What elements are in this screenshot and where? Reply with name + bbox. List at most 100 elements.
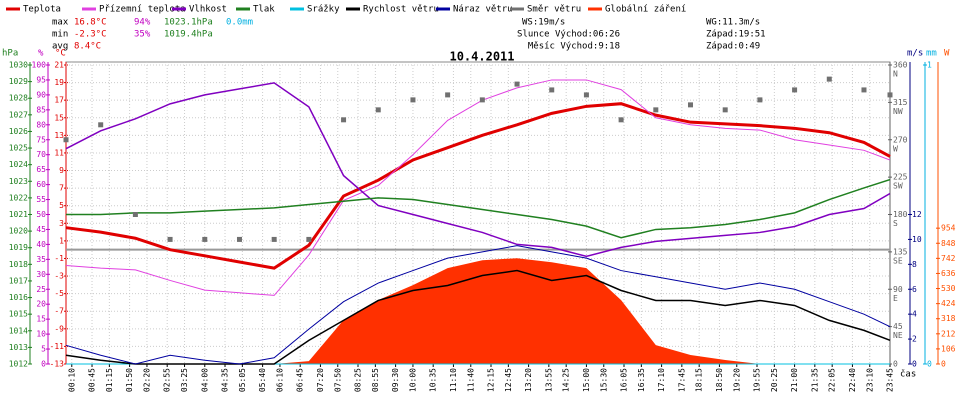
wind-direction-point bbox=[132, 212, 138, 217]
y-tick-label: 1 bbox=[59, 236, 64, 245]
y-tick-label: 80 bbox=[36, 120, 46, 129]
stat-name: avg bbox=[52, 42, 68, 52]
y-tick-label: 40 bbox=[36, 240, 46, 249]
x-tick-label: 02:20 bbox=[142, 368, 151, 392]
legend-label: Tlak bbox=[253, 5, 275, 15]
legend-label: Globální záření bbox=[605, 5, 686, 15]
y-tick-label: 1027 bbox=[9, 110, 28, 119]
x-tick-label: 17:10 bbox=[657, 368, 666, 392]
y-tick-label: 90 bbox=[36, 90, 46, 99]
y-tick-label: 636 bbox=[941, 269, 956, 278]
y-tick-label: 90 bbox=[893, 285, 903, 294]
legend-label: Přízemní teplota bbox=[99, 5, 186, 15]
wind-direction-point bbox=[236, 236, 242, 242]
compass-label: NE bbox=[893, 331, 903, 340]
x-tick-label: 10:00 bbox=[408, 368, 417, 392]
y-tick-label: -13 bbox=[50, 360, 65, 369]
y-tick-label: 1030 bbox=[9, 61, 28, 70]
y-axis-unit: W bbox=[944, 49, 950, 59]
legend-label: Srážky bbox=[307, 5, 340, 15]
y-tick-label: 1 bbox=[927, 61, 932, 70]
wind-direction-point bbox=[98, 122, 104, 128]
y-tick-label: 21 bbox=[54, 61, 64, 70]
stat-name: min bbox=[52, 30, 68, 40]
x-tick-label: 12:15 bbox=[487, 368, 496, 392]
chart-title: 10.4.2011 bbox=[449, 50, 514, 64]
y-tick-label: 7 bbox=[59, 184, 64, 193]
y-tick-label: 45 bbox=[36, 225, 46, 234]
x-tick-label: 12:45 bbox=[504, 368, 513, 392]
y-tick-label: 1024 bbox=[9, 160, 28, 169]
wind-direction-point bbox=[688, 102, 694, 108]
y-tick-label: 65 bbox=[36, 165, 46, 174]
x-tick-label: 04:35 bbox=[221, 368, 230, 392]
stat-pressure: 1023.1hPa bbox=[164, 18, 213, 28]
x-tick-label: 16:35 bbox=[637, 368, 646, 392]
x-tick-label: 11:40 bbox=[466, 368, 475, 392]
y-tick-label: 360 bbox=[893, 61, 908, 70]
compass-label: E bbox=[893, 294, 898, 303]
y-tick-label: 35 bbox=[36, 255, 46, 264]
y-tick-label: 8 bbox=[912, 260, 917, 269]
y-tick-label: 13 bbox=[54, 131, 64, 140]
legend-label: Rychlost větru bbox=[363, 5, 439, 15]
x-tick-label: 08:55 bbox=[371, 368, 380, 392]
wind-direction-point bbox=[549, 87, 555, 93]
y-axis-unit: hPa bbox=[2, 49, 18, 59]
info-ws: WS:19m/s bbox=[522, 18, 565, 28]
y-tick-label: -7 bbox=[54, 307, 64, 316]
y-tick-label: 212 bbox=[941, 329, 956, 338]
y-tick-label: 135 bbox=[893, 247, 908, 256]
x-tick-label: 04:00 bbox=[200, 368, 209, 392]
y-tick-label: 85 bbox=[36, 105, 46, 114]
y-tick-label: 180 bbox=[893, 210, 908, 219]
y-tick-label: 1023 bbox=[9, 177, 28, 186]
info-wg: WG:11.3m/s bbox=[706, 18, 760, 28]
x-tick-label: 14:25 bbox=[562, 368, 571, 392]
legend-label: Vlhkost bbox=[189, 5, 227, 15]
y-tick-label: 20 bbox=[36, 300, 46, 309]
x-tick-label: 13:55 bbox=[544, 368, 553, 392]
x-tick-label: 16:05 bbox=[620, 368, 629, 392]
wind-direction-point bbox=[826, 76, 832, 82]
y-tick-label: 1014 bbox=[9, 326, 28, 335]
compass-label: S bbox=[893, 219, 898, 228]
y-tick-label: 0 bbox=[41, 360, 46, 369]
y-tick-label: 10 bbox=[912, 235, 922, 244]
x-tick-label: 22:40 bbox=[848, 368, 857, 392]
radiation-area bbox=[66, 258, 890, 364]
y-tick-label: -11 bbox=[50, 342, 65, 351]
compass-label: NW bbox=[893, 107, 903, 116]
x-tick-label: 02:55 bbox=[163, 368, 172, 392]
wind-direction-point bbox=[479, 97, 485, 103]
info-moon-set: Západ:0:49 bbox=[706, 42, 760, 52]
y-tick-label: 1029 bbox=[9, 77, 28, 86]
y-tick-label: 1012 bbox=[9, 360, 28, 369]
y-tick-label: 848 bbox=[941, 239, 956, 248]
wind-direction-point bbox=[792, 87, 798, 93]
y-tick-label: 50 bbox=[36, 210, 46, 219]
wind-direction-point bbox=[653, 107, 659, 113]
y-tick-label: 0 bbox=[941, 360, 946, 369]
y-tick-label: 315 bbox=[893, 98, 908, 107]
wind-direction-point bbox=[618, 117, 624, 123]
compass-label: N bbox=[893, 70, 898, 79]
x-tick-label: 00:45 bbox=[88, 368, 97, 392]
compass-label: SW bbox=[893, 182, 903, 191]
x-axis-label: čas bbox=[900, 369, 916, 380]
y-tick-label: 318 bbox=[941, 314, 956, 323]
y-tick-label: 11 bbox=[54, 148, 64, 157]
stat-humidity: 94% bbox=[134, 18, 151, 28]
stat-name: max bbox=[52, 18, 69, 28]
info-sun-set: Západ:19:51 bbox=[706, 30, 766, 40]
wind-direction-point bbox=[375, 107, 381, 113]
y-tick-label: 1025 bbox=[9, 144, 28, 153]
x-tick-label: 06:45 bbox=[296, 368, 305, 392]
legend-label: Teplota bbox=[23, 5, 61, 15]
y-tick-label: 55 bbox=[36, 195, 46, 204]
y-tick-label: 30 bbox=[36, 270, 46, 279]
y-tick-label: 0 bbox=[912, 360, 917, 369]
x-tick-label: 11:10 bbox=[449, 368, 458, 392]
y-tick-label: -3 bbox=[54, 272, 64, 281]
y-tick-label: 1019 bbox=[9, 243, 28, 252]
